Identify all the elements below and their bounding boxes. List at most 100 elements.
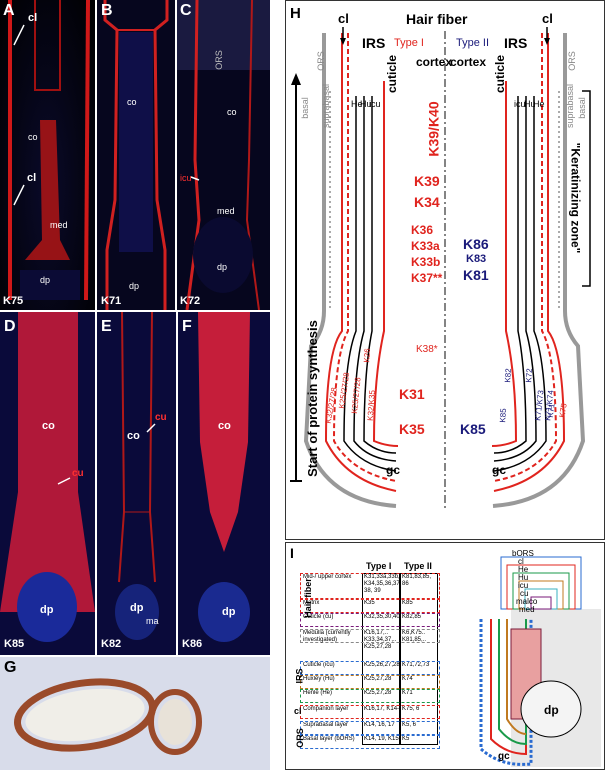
panel-c-image <box>177 0 270 310</box>
label-co: co <box>127 430 140 442</box>
panel-f: F co dp K86 <box>178 312 270 655</box>
row-type2: K85 <box>402 600 413 606</box>
keratin-k36: K36 <box>411 223 434 237</box>
panel-a-image <box>8 0 90 301</box>
group-cl: cl <box>294 706 302 716</box>
label-co: co <box>42 420 55 432</box>
keratin-row: Matrix K35 K85 <box>300 599 440 613</box>
row-type1: K31,33a,33b, K34,35,36,37 38, 39 <box>364 574 400 594</box>
layer-label: K72 <box>524 368 535 383</box>
panel-f-image <box>198 312 250 642</box>
layer-label: K82 <box>503 368 514 383</box>
panel-a-letter: A <box>3 2 15 19</box>
panel-c-letter: C <box>180 2 192 19</box>
row-type2: K71 <box>402 690 413 696</box>
label-cortex-right: cortex <box>450 55 487 69</box>
panel-e-letter: E <box>101 318 112 335</box>
keratin-k39k40: K39/K40 <box>425 101 442 157</box>
label-cu: cu <box>72 468 84 479</box>
row-type2: K5, 6 <box>402 722 417 728</box>
keratin-k86: K86 <box>463 236 489 252</box>
panel-a: A cl co cl med dp K75 <box>0 0 95 310</box>
row-type2: K82,85 <box>402 614 422 620</box>
label-gc: gc <box>498 751 510 762</box>
label-he-right: He <box>533 99 545 109</box>
panel-f-marker: K86 <box>182 638 203 650</box>
label-start-axis: Start of protein synthesis <box>304 320 320 477</box>
panel-e: E co cu dp ma K82 <box>97 312 176 655</box>
group-ors: ORS <box>294 728 305 748</box>
label-dp: dp <box>130 602 144 614</box>
panel-h: H Hair fiber cl cl IRS IRS Type I Type I… <box>285 0 605 540</box>
row-name: Basal layer (bORS) <box>303 736 355 742</box>
panel-d-image <box>0 312 95 642</box>
panel-b-letter: B <box>101 2 113 19</box>
row-type2: K74 <box>402 676 413 682</box>
panel-c-marker: K72 <box>180 295 201 307</box>
label-he: He <box>351 99 363 109</box>
label-med: med <box>217 206 235 216</box>
row-type2: K75, 6 <box>402 706 420 712</box>
follicle-schematic <box>479 556 601 767</box>
keratin-k35: K35 <box>399 421 425 437</box>
label-gc-left: gc <box>386 463 401 477</box>
schem-label: malco <box>516 597 538 606</box>
row-name: Cuticle (cu) <box>303 614 334 620</box>
layer-label: K85 <box>498 408 509 423</box>
keratin-row: Huxley (Hu) K25,27,28 K74 <box>300 675 440 689</box>
label-icu-right: icu <box>514 99 526 109</box>
keratin-k33b: K33b <box>411 255 441 269</box>
keratin-k33a: K33a <box>411 239 440 253</box>
label-hu-right: Hu <box>524 99 536 109</box>
panel-h-letter: H <box>290 5 301 22</box>
label-dp: dp <box>222 606 236 618</box>
label-hu: Hu <box>360 99 372 109</box>
label-dp: dp <box>129 281 140 291</box>
label-gc-right: gc <box>492 463 507 477</box>
schem-label: Hu <box>518 573 529 582</box>
panel-b-marker: K71 <box>101 295 122 307</box>
schem-label: med <box>519 605 535 614</box>
label-keratinizing-zone: "Keratinizing zone" <box>568 142 583 254</box>
keratin-k31: K31 <box>399 386 425 402</box>
label-cortex-left: cortex <box>416 55 453 69</box>
panel-e-image <box>115 312 159 640</box>
keratin-k34: K34 <box>414 194 440 210</box>
row-name: Medulla (currently investigated) <box>303 630 351 643</box>
panel-e-marker: K82 <box>101 638 122 650</box>
panel-g: G <box>0 657 270 770</box>
row-type2: K71,72,73 <box>402 662 430 668</box>
schem-label: He <box>518 565 529 574</box>
panel-b-image <box>103 0 169 310</box>
schem-label: cl <box>518 557 524 566</box>
panel-b: B co dp K71 <box>97 0 175 310</box>
label-co: co <box>227 107 237 117</box>
panel-a-marker: K75 <box>3 295 24 307</box>
panel-h-title: Hair fiber <box>406 11 468 27</box>
label-co: co <box>28 132 38 142</box>
label-cl-left: cl <box>338 11 349 26</box>
row-name: Huxley (Hu) <box>303 676 335 682</box>
label-ma: ma <box>146 616 159 626</box>
keratin-k83: K83 <box>466 253 487 265</box>
label-co: co <box>127 97 137 107</box>
label-ors-left: ORS <box>315 51 326 71</box>
keratin-row: Cuticle (cu) K32,35,30,40 K82,85 <box>300 613 440 627</box>
layer-label: K26 <box>362 348 373 363</box>
keratin-row: Companion layer K16,17, K14- K75, 6 <box>300 705 440 719</box>
label-type2: Type II <box>456 37 490 49</box>
panel-i-letter: I <box>290 545 294 561</box>
label-basal-right: basal <box>576 97 587 119</box>
row-name: Cuticle (icu) <box>303 662 335 668</box>
keratin-k85: K85 <box>460 421 486 437</box>
row-type1: K35 <box>364 600 375 606</box>
keratin-row: Cuticle (icu) K25,26,27,28 K71,72,73 <box>300 661 440 675</box>
row-type2: K5 <box>402 736 410 742</box>
row-name: Matrix <box>303 600 320 606</box>
schem-label: bORS <box>512 549 534 558</box>
col-type1: Type I <box>366 561 392 571</box>
keratin-row: Basal layer (bORS) K14, 19, K15 K5 <box>300 735 440 749</box>
panel-g-letter: G <box>4 659 17 676</box>
label-dp: dp <box>544 703 559 717</box>
